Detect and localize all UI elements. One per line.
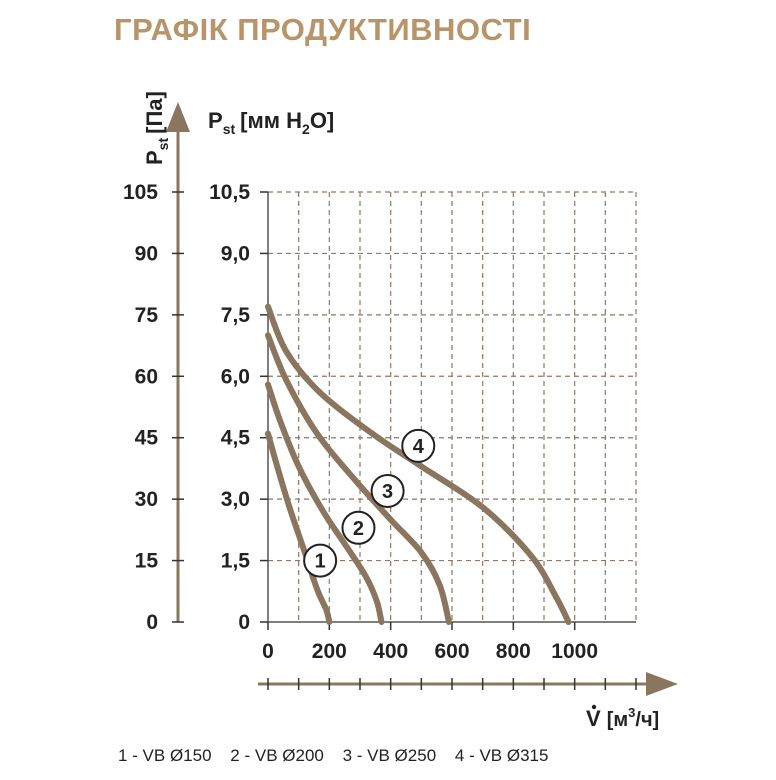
chart-ticks: 105 10,590 9,075 7,560 6,045 4,530 3,015 1,50 00…: [123, 181, 598, 663]
x-title-unit-suffix: /ч]: [635, 709, 659, 731]
series-line-1: [265, 430, 333, 625]
curve-label-2: 2: [353, 518, 364, 540]
y-right-title-sub: st: [223, 121, 236, 137]
series-line-4: [265, 303, 572, 625]
y-axis-arrow-icon: [166, 102, 190, 132]
x-tick-label: 1000: [551, 640, 598, 663]
x-tick-label: 200: [312, 640, 347, 663]
y-tick-label-pa: 60: [135, 365, 158, 388]
x-tick-label: 0: [262, 640, 274, 663]
legend-item-2: 2 - VB Ø200: [230, 746, 324, 765]
curve-label-4: 4: [413, 436, 425, 458]
y-tick-label-pa: 15: [135, 550, 159, 573]
y-tick-label-pa: 90: [135, 242, 158, 265]
curve-label-circle-4: [401, 428, 436, 463]
y-tick-label-pa: 0: [146, 611, 158, 634]
y-tick-label-mm: 6,0: [221, 365, 250, 388]
x-tick-label: 400: [373, 640, 408, 663]
legend-item-1: 1 - VB Ø150: [118, 746, 212, 765]
series-line-2: [265, 381, 385, 625]
y-left-title-sub: st: [155, 138, 171, 151]
curve-label-3: 3: [382, 481, 393, 503]
y-right-title-main: P: [208, 108, 223, 133]
x-title-main: V: [586, 706, 601, 731]
x-axis-title: V [м3/ч]: [586, 704, 659, 731]
curve-label-circle-1: [303, 543, 338, 578]
chart-grid: [268, 191, 637, 622]
x-tick-label: 600: [434, 640, 469, 663]
y-axis-left-title: Pst [Па]: [142, 91, 171, 165]
y-tick-label-mm: 1,5: [221, 550, 251, 573]
y-right-title-unit-suffix: O]: [310, 108, 334, 133]
series-line-3: [265, 332, 452, 625]
chart-curve-labels: 1 23 4: [303, 428, 436, 578]
svg-text:Pst[Па]: Pst [Па]: [142, 91, 171, 165]
y-right-title-unit-prefix: [мм H: [240, 108, 302, 133]
legend-item-4: 4 - VB Ø315: [454, 746, 549, 765]
y-tick-label-mm: 10,5: [209, 181, 250, 204]
curve-label-1: 1: [315, 551, 326, 573]
y-tick-label-pa: 45: [135, 427, 159, 450]
x-title-dot: [591, 704, 597, 710]
y-tick-label-pa: 30: [135, 488, 158, 511]
x-tick-label: 800: [496, 640, 531, 663]
legend-item-3: 3 - VB Ø250: [342, 746, 437, 765]
x-title-unit-sup: 3: [628, 705, 635, 720]
x-axis-arrow-icon: [646, 672, 678, 696]
y-left-title-main: P: [142, 150, 167, 165]
curve-label-circle-2: [341, 510, 376, 545]
svg-text:V[м3/ч]: V [м3/ч]: [586, 705, 659, 731]
y-tick-label-mm: 3,0: [221, 488, 250, 511]
y-tick-label-mm: 4,5: [221, 427, 251, 450]
y-right-title-unit-sub: 2: [302, 121, 310, 137]
chart-title: ГРАФІК ПРОДУКТИВНОСТІ: [114, 12, 532, 47]
y-tick-label-pa: 105: [123, 181, 158, 204]
y-tick-label-pa: 75: [135, 304, 159, 327]
y-tick-label-mm: 7,5: [221, 304, 251, 327]
curve-label-circle-3: [370, 473, 405, 508]
x-title-unit-prefix: [м: [607, 709, 628, 731]
y-left-title-unit: [Па]: [142, 91, 167, 134]
y-axis-right-title: Pst [мм H2O]: [208, 108, 334, 137]
legend: 1 - VB Ø150 2 - VB Ø200 3 - VB Ø250 4 - …: [118, 746, 562, 766]
chart-series: [265, 303, 572, 625]
y-tick-label-mm: 9,0: [221, 242, 250, 265]
y-tick-label-mm: 0: [238, 611, 250, 634]
